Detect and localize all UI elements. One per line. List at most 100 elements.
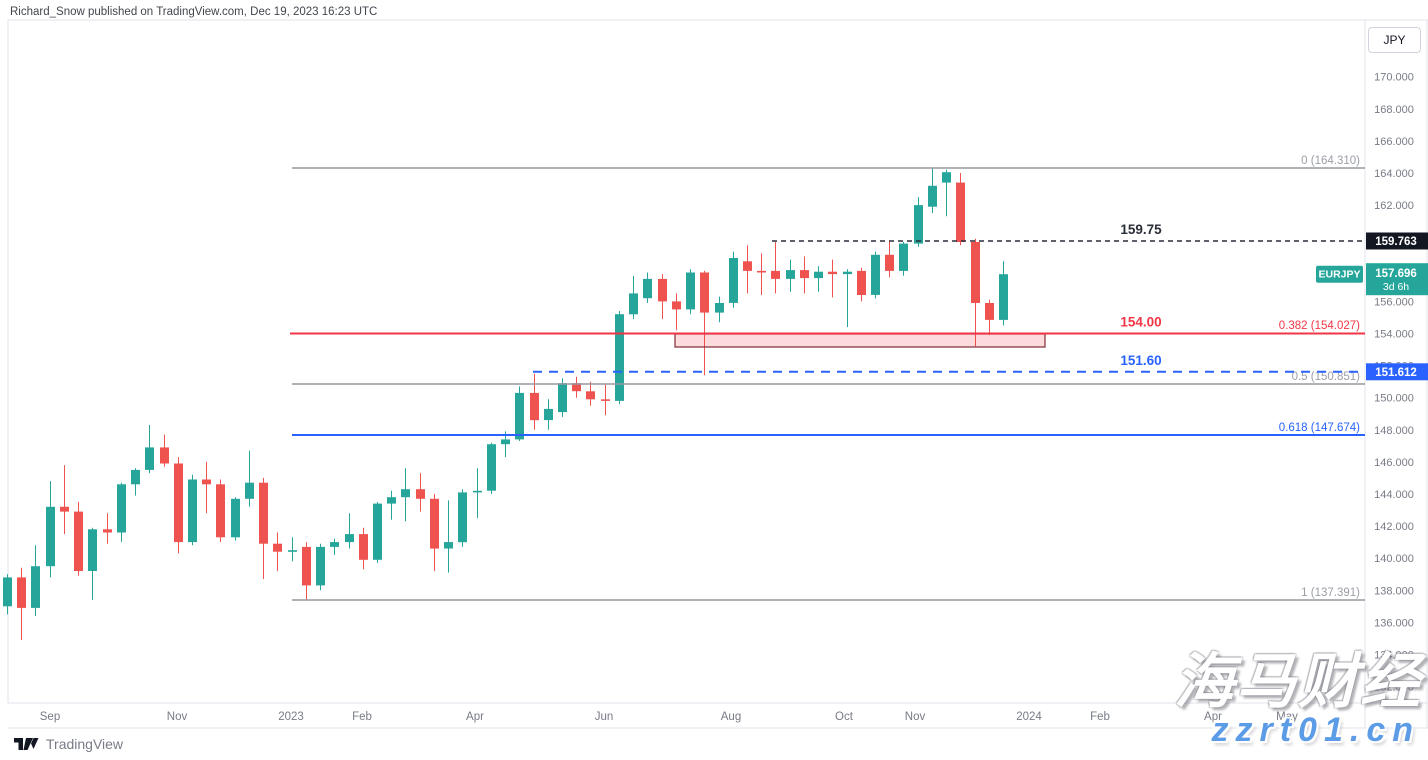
candle-down	[103, 529, 112, 533]
time-tick-label: Feb	[1090, 711, 1110, 723]
candle-down	[828, 271, 837, 275]
candle-up	[373, 503, 382, 560]
candle-up	[629, 293, 638, 315]
price-line-tag	[1366, 363, 1428, 381]
time-tick-label: Feb	[352, 711, 372, 723]
candle-down	[17, 577, 26, 608]
candle-up	[3, 577, 12, 607]
time-tick-label: Nov	[905, 711, 926, 723]
price-tick-label: 142.000	[1374, 521, 1414, 533]
candle-up	[814, 271, 823, 279]
candle-up	[487, 444, 496, 491]
currency-label: JPY	[1383, 33, 1406, 47]
candle-down	[572, 383, 581, 392]
candle-down	[160, 447, 169, 464]
candle-down	[430, 498, 439, 549]
candle-up	[288, 550, 297, 552]
price-tick-label: 144.000	[1374, 489, 1414, 501]
candle-up	[515, 392, 524, 440]
tradingview-logo-icon[interactable]	[14, 736, 39, 752]
candle-down	[800, 270, 809, 279]
candle-up	[558, 383, 567, 413]
symbol-price-pill	[1316, 265, 1363, 283]
candle-down	[956, 182, 965, 242]
candle-down	[743, 261, 752, 271]
time-tick-label: Jun	[595, 711, 614, 723]
time-tick-label: 2023	[278, 711, 304, 723]
candle-up	[686, 272, 695, 310]
candle-down	[302, 546, 311, 586]
candle-up	[729, 258, 738, 303]
candle-up	[231, 498, 240, 538]
candle-up	[501, 439, 510, 445]
candle-up	[131, 469, 140, 485]
price-tick-label: 150.000	[1374, 393, 1414, 405]
candle-up	[871, 254, 880, 295]
candle-down	[757, 270, 766, 273]
currency-toggle-button[interactable]: JPY	[1368, 27, 1421, 53]
fib-0-label: 0 (164.310)	[1301, 155, 1360, 167]
candle-down	[885, 254, 894, 271]
price-tick-label: 148.000	[1374, 425, 1414, 437]
candle-down	[672, 301, 681, 310]
price-line-tag-value: 151.612	[1375, 367, 1417, 379]
candle-down	[530, 392, 539, 421]
time-tick-label: Apr	[1204, 711, 1222, 723]
time-tick-label: May	[1276, 711, 1298, 723]
candle-down	[601, 399, 610, 401]
price-tick-label: 168.000	[1374, 104, 1414, 116]
candle-up	[615, 314, 624, 401]
candle-down	[273, 543, 282, 552]
candle-up	[715, 303, 724, 313]
candle-up	[316, 546, 325, 586]
candle-down	[359, 534, 368, 560]
current-price-tag	[1366, 263, 1428, 296]
time-tick-label: Aug	[721, 711, 741, 723]
current-price-tag-value: 157.696	[1375, 268, 1417, 280]
price-tick-label: 146.000	[1374, 457, 1414, 469]
candle-up	[786, 270, 795, 279]
candle-down	[985, 303, 994, 320]
price-tick-label: 156.000	[1374, 296, 1414, 308]
candle-up	[928, 185, 937, 207]
price-tick-label: 164.000	[1374, 168, 1414, 180]
candle-up	[473, 490, 482, 493]
bar-countdown-label: 3d 6h	[1383, 281, 1409, 293]
candle-down	[586, 391, 595, 400]
fib-100-label: 1 (137.391)	[1301, 587, 1360, 599]
time-tick-label: Apr	[466, 711, 484, 723]
support-154-00-label: 154.00	[1120, 315, 1161, 330]
resistance-159-75-label: 159.75	[1120, 222, 1162, 237]
fib-618-label: 0.618 (147.674)	[1279, 422, 1360, 434]
candle-up	[188, 479, 197, 543]
candle-down	[259, 482, 268, 544]
candle-up	[444, 542, 453, 549]
candle-up	[46, 506, 55, 567]
tradingview-logo-text[interactable]: TradingView	[46, 736, 124, 752]
candle-down	[700, 272, 709, 313]
candle-down	[971, 242, 980, 303]
price-tick-label: 138.000	[1374, 585, 1414, 597]
support-zone[interactable]	[674, 333, 1046, 348]
price-tick-label: 162.000	[1374, 200, 1414, 212]
fib-50-label: 0.5 (150.851)	[1292, 371, 1361, 383]
price-tick-label: 132.000	[1374, 682, 1414, 694]
time-tick-label: 2024	[1016, 711, 1042, 723]
price-tick-label: 170.000	[1374, 72, 1414, 84]
support-151-60-label: 151.60	[1120, 353, 1161, 368]
candle-up	[914, 205, 923, 244]
candle-up	[145, 447, 154, 470]
price-tick-label: 134.000	[1374, 650, 1414, 662]
candle-down	[416, 489, 425, 499]
candle-up	[544, 408, 553, 421]
candle-down	[74, 511, 83, 571]
candle-down	[771, 270, 780, 279]
price-tick-label: 140.000	[1374, 553, 1414, 565]
price-tick-label: 136.000	[1374, 617, 1414, 629]
candle-up	[330, 542, 339, 547]
fib-382-label: 0.382 (154.027)	[1279, 320, 1360, 332]
chart-attribution-title: Richard_Snow published on TradingView.co…	[10, 6, 378, 18]
candle-down	[202, 479, 211, 485]
